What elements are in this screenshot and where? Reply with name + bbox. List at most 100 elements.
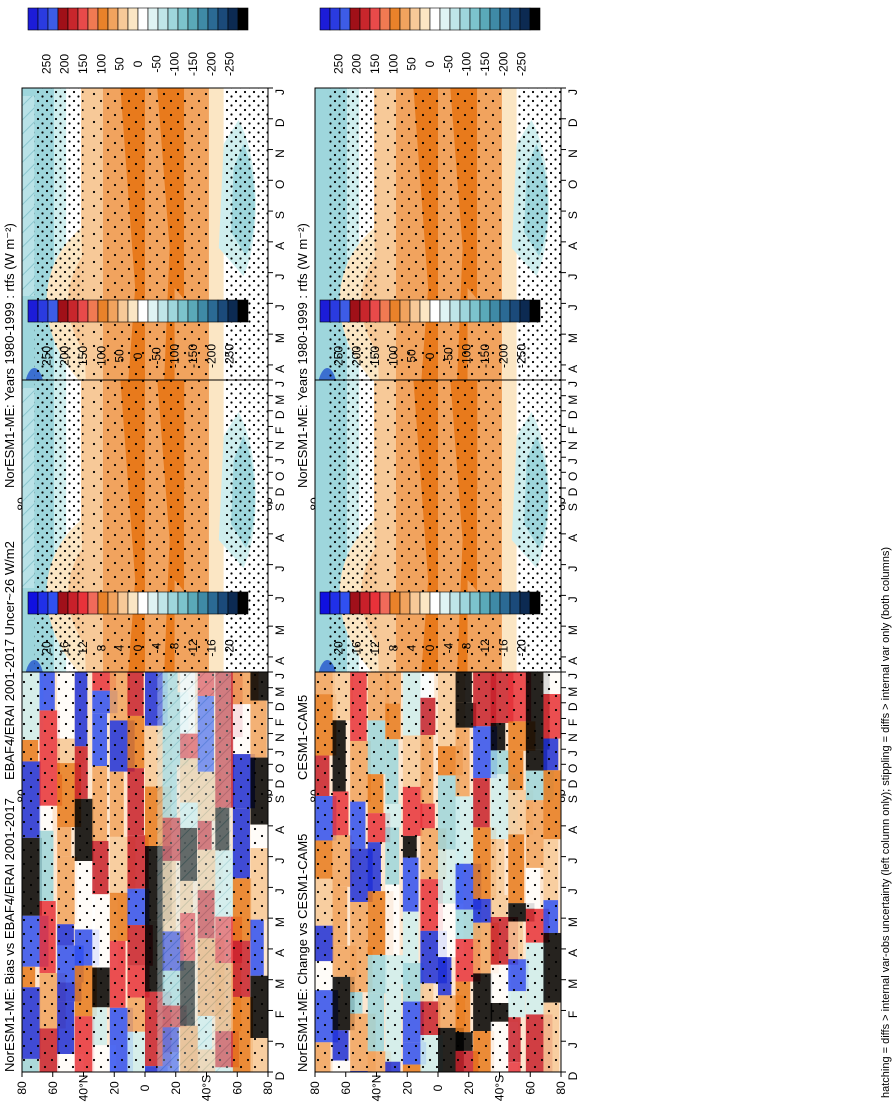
month-tick-label: J: [566, 750, 580, 756]
colorbar-swatch: [217, 299, 229, 323]
colorbar-label: 0: [423, 644, 437, 651]
colorbar-swatch: [47, 591, 59, 615]
colorbar-swatch: [349, 7, 361, 31]
colorbar-label: -250: [515, 52, 529, 76]
colorbar-label: -8: [168, 642, 182, 653]
colorbar-label: 20: [39, 641, 53, 655]
colorbar-swatch: [439, 591, 451, 615]
colorbar-swatch: [197, 299, 209, 323]
colorbar-swatch: [137, 591, 149, 615]
month-tick-label: M: [273, 625, 287, 635]
month-tick-label: D: [273, 487, 287, 496]
month-tick-label: N: [566, 733, 580, 742]
colorbar-label: -16: [204, 639, 218, 657]
colorbar-swatch: [227, 299, 239, 323]
month-tick-label: A: [566, 826, 580, 834]
month-tick-label: J: [273, 596, 287, 602]
colorbar-label: 0: [131, 60, 145, 67]
lat-tick-label: 40°N: [77, 1075, 91, 1102]
colorbar-label: -200: [496, 344, 510, 368]
colorbar-swatch: [379, 299, 391, 323]
lat-tick-label: 0: [138, 1084, 152, 1091]
colorbar-swatch: [47, 299, 59, 323]
colorbar-swatch: [157, 7, 169, 31]
stippling: [315, 672, 561, 1072]
colorbar-swatch: [429, 299, 441, 323]
colorbar-swatch: [529, 591, 541, 615]
colorbar-swatch: [339, 591, 351, 615]
month-tick-label: D: [566, 702, 580, 711]
colorbar-swatch: [177, 591, 189, 615]
colorbar-swatch: [529, 7, 541, 31]
colorbar-swatch: [127, 591, 139, 615]
colorbar-swatch: [349, 299, 361, 323]
colorbar-swatch: [359, 7, 371, 31]
colorbar-swatch: [399, 591, 411, 615]
colorbar-swatch: [187, 299, 199, 323]
colorbar-swatch: [127, 7, 139, 31]
colorbar-swatch: [389, 7, 401, 31]
colorbar-swatch: [399, 7, 411, 31]
lat-tick-label: 60: [230, 1081, 244, 1095]
colorbar-label: 150: [76, 54, 90, 74]
colorbar-label: -200: [204, 52, 218, 76]
colorbar-swatch: [147, 299, 159, 323]
lat-tick-label: 0: [431, 1084, 445, 1091]
month-tick-label: M: [566, 917, 580, 927]
colorbar-swatch: [349, 591, 361, 615]
colorbar: 250 200 150 100 50 0 -50 -100 -150 -200 -250: [319, 299, 541, 368]
month-tick-label: S: [273, 503, 287, 511]
colorbar-swatch: [459, 591, 471, 615]
colorbar-label: -4: [149, 642, 163, 653]
month-tick-label: J: [566, 89, 580, 95]
colorbar-swatch: [227, 591, 239, 615]
colorbar: 250 200 150 100 50 0 -50 -100 -150 -200 -250: [319, 7, 541, 76]
colorbar-swatch: [449, 299, 461, 323]
colorbar-label: 20: [331, 641, 345, 655]
colorbar-swatch: [479, 7, 491, 31]
colorbar-swatch: [67, 299, 79, 323]
colorbar-swatch: [439, 7, 451, 31]
colorbar-swatch: [339, 299, 351, 323]
colorbar-label: 0: [131, 644, 145, 651]
colorbar-label: -100: [168, 52, 182, 76]
colorbar-swatch: [167, 7, 179, 31]
colorbar-swatch: [37, 7, 49, 31]
colorbar-swatch: [77, 299, 89, 323]
month-tick-label: J: [566, 566, 580, 572]
month-tick-label: F: [273, 719, 287, 726]
month-tick-label: D: [273, 1071, 287, 1080]
colorbar-label: -150: [186, 52, 200, 76]
month-tick-label: O: [566, 764, 580, 773]
colorbar-swatch: [319, 7, 331, 31]
month-tick-label: D: [273, 779, 287, 788]
colorbar-swatch: [409, 591, 421, 615]
lat-tick-label: 20: [107, 1081, 121, 1095]
colorbar-label: -12: [186, 639, 200, 657]
month-tick-label: N: [566, 441, 580, 450]
month-tick-label: D: [566, 1071, 580, 1080]
panel-title: EBAF4/ERAI 2001-2017 Uncer~26 W/m2: [2, 541, 17, 780]
colorbar-swatch: [157, 299, 169, 323]
colorbar-label: 250: [331, 54, 345, 74]
lat-tick-label: 40°N: [370, 1075, 384, 1102]
figure-caption: hatching = diffs > internal var-obs unce…: [880, 547, 892, 1098]
month-tick-label: S: [566, 211, 580, 219]
colorbar-label: -100: [460, 52, 474, 76]
colorbar-label: 200: [350, 346, 364, 366]
colorbar-swatch: [237, 7, 249, 31]
colorbar-swatch: [329, 7, 341, 31]
hatching: [22, 96, 35, 296]
colorbar-label: -250: [515, 344, 529, 368]
colorbar-swatch: [127, 299, 139, 323]
month-tick-label: J: [566, 458, 580, 464]
colorbar-label: 50: [405, 57, 419, 71]
lat-tick-label: 40°S: [200, 1075, 214, 1101]
month-tick-label: J: [273, 858, 287, 864]
panel-title: NorESM1-ME: Change vs CESM1-CAM5: [295, 834, 310, 1072]
colorbar-swatch: [167, 299, 179, 323]
month-tick-label: J: [566, 304, 580, 310]
colorbar-swatch: [37, 591, 49, 615]
colorbar-swatch: [389, 299, 401, 323]
colorbar-label: 250: [331, 346, 345, 366]
